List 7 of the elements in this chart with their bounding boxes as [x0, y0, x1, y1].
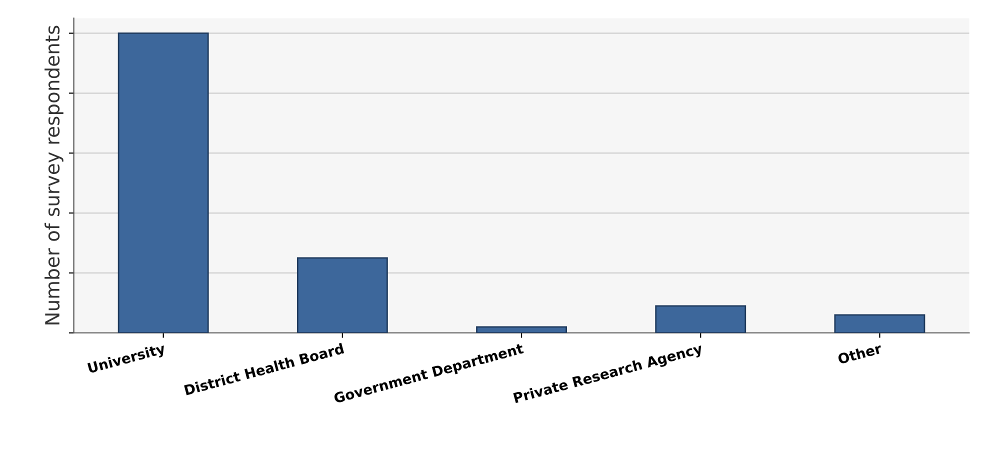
- y-axis-title: Number of survey respondents: [44, 26, 64, 324]
- bar: [655, 305, 746, 333]
- bar: [476, 326, 567, 333]
- bar: [296, 257, 388, 333]
- x-tick-label: Other: [837, 342, 882, 364]
- bar: [834, 314, 926, 333]
- bar: [118, 32, 209, 333]
